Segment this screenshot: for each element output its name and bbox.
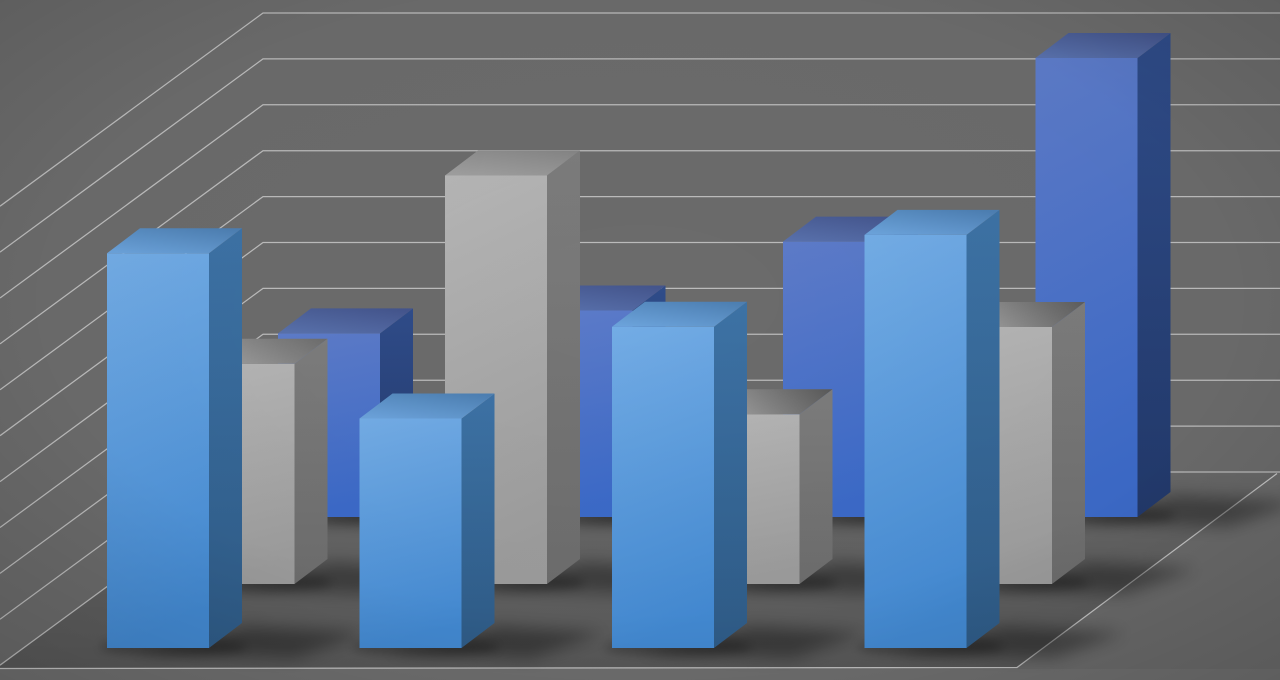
3d-bar-chart-figure: [0, 0, 1280, 680]
bar-chart-3d-canvas: [0, 0, 1280, 680]
vignette-overlay: [0, 0, 1280, 680]
